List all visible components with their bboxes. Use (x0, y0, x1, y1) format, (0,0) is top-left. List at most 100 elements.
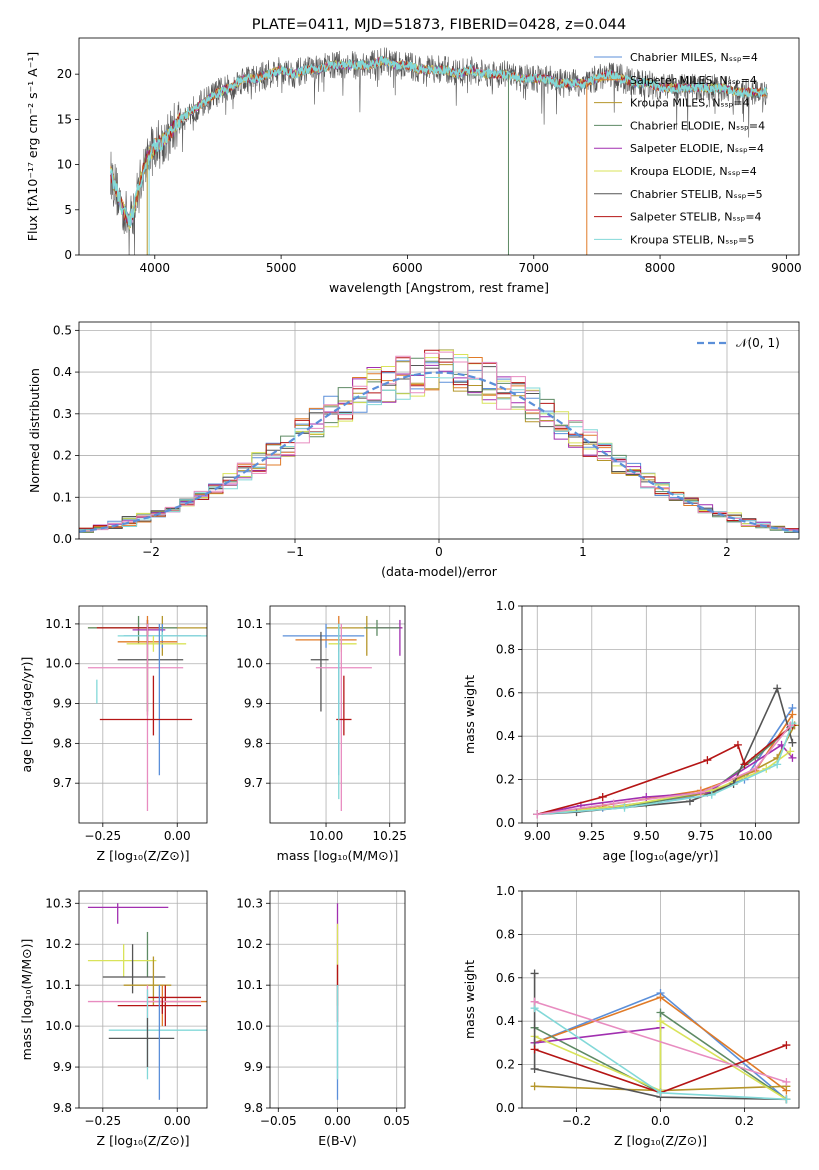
x-tick-label: 0.05 (383, 1114, 410, 1128)
spectrum-series-line (110, 47, 768, 255)
plus-marker (786, 747, 795, 756)
y-tick-label: 10.1 (236, 978, 263, 992)
y-tick-label: 0.2 (496, 1058, 515, 1072)
plus-marker (530, 1064, 539, 1073)
x-tick-label: 0.0 (651, 1114, 670, 1128)
plus-marker (751, 764, 760, 773)
y-tick-label: 10.0 (45, 1019, 72, 1033)
y-tick-label: 0.4 (53, 365, 72, 379)
plus-marker (782, 1077, 791, 1086)
x-tick-label: 0 (435, 545, 443, 559)
error-bar-point (315, 623, 372, 812)
y-tick-label: 0.5 (53, 323, 72, 337)
plus-marker (656, 1008, 665, 1017)
z-mass-plot-area (87, 903, 207, 1100)
plus-marker (656, 1088, 665, 1097)
x-tick-label: 10.00 (309, 829, 343, 843)
x-tick-label: −0.2 (562, 1114, 591, 1128)
x-axis-label: wavelength [Angstrom, rest frame] (329, 280, 549, 295)
y-tick-label: 9.8 (244, 1101, 263, 1115)
plus-marker (656, 1017, 665, 1026)
plus-marker (733, 740, 742, 749)
y-tick-label: 1.0 (496, 599, 515, 613)
x-tick-label: −0.05 (260, 1114, 297, 1128)
plus-marker (609, 799, 618, 808)
y-tick-label: 10.3 (45, 896, 72, 910)
ebv-mass-chart: −0.05 0.00 0.05 9.8 9.9 10.0 10.1 10.2 10.3 E(B-V… (236, 890, 410, 1148)
x-tick-label: 0.2 (735, 1114, 754, 1128)
mass-weight-series (534, 1019, 787, 1100)
y-tick-label: 0.0 (496, 816, 515, 830)
y-tick-label: 0.4 (496, 1014, 515, 1028)
y-tick-label: 10.1 (45, 978, 72, 992)
plus-marker (773, 760, 782, 769)
x-tick-label: 0.00 (164, 829, 191, 843)
y-tick-label: 9.8 (53, 736, 72, 750)
y-tick-label: 10.0 (236, 1019, 263, 1033)
legend-label: Chabrier ELODIE, Nₛₛₚ=4 (630, 119, 765, 132)
x-axis-label: Z [log₁₀(Z/Z⊙)] (97, 848, 190, 863)
x-tick-label: −1 (286, 545, 304, 559)
x-tick-label: 9.75 (687, 829, 714, 843)
x-axis-label: (data-model)/error (381, 564, 498, 579)
y-tick-label: 10.1 (45, 617, 72, 631)
x-axis-label: Z [log₁₀(Z/Z⊙)] (614, 1133, 707, 1148)
z-weight-chart: −0.2 0.0 0.2 0.0 0.2 0.4 0.6 0.8 1.0 Z [log₁₀(Z/Z… (462, 884, 800, 1148)
x-tick-label: 10.25 (373, 829, 407, 843)
x-tick-label: 8000 (645, 261, 676, 275)
y-tick-label: 9.7 (53, 776, 72, 790)
x-tick-label: 0.00 (164, 1114, 191, 1128)
y-tick-label: 10.3 (236, 896, 263, 910)
spectrum-chart: 4000 5000 6000 7000 8000 9000 0 5 10 15 20 waveleng… (25, 17, 802, 295)
error-bar-point (102, 944, 166, 994)
y-axis-label: Normed distribution (27, 368, 42, 493)
y-tick-label: 10.0 (236, 657, 263, 671)
error-bar-point (108, 1017, 175, 1068)
error-bar-point (282, 623, 365, 648)
legend-label: Kroupa STELIB, Nₛₛₚ=5 (630, 233, 754, 246)
y-tick-label: 9.8 (53, 1101, 72, 1115)
y-axis-label: mass weight (462, 675, 477, 754)
residual-histogram (79, 351, 799, 539)
z-age-chart: −0.25 0.00 9.7 9.8 9.9 10.0 10.1 Z [log₁₀(Z/Z⊙)… (19, 605, 208, 863)
plus-marker (533, 810, 542, 819)
error-bar-point (87, 903, 169, 924)
error-bar-point (310, 631, 329, 712)
legend-label: Chabrier MILES, Nₛₛₚ=4 (630, 51, 758, 64)
legend-label: Chabrier STELIB, Nₛₛₚ=5 (630, 188, 763, 201)
error-bar-point (96, 619, 160, 636)
legend-label: Salpeter MILES, Nₛₛₚ=4 (630, 74, 757, 87)
plus-marker (598, 792, 607, 801)
legend-label: Kroupa ELODIE, Nₛₛₚ=4 (630, 165, 757, 178)
plus-marker (530, 1045, 539, 1054)
axes-frame (269, 890, 406, 1109)
y-tick-label: 10.1 (236, 617, 263, 631)
plus-marker (703, 756, 712, 765)
y-tick-label: 10.2 (45, 937, 72, 951)
y-tick-label: 9.9 (244, 697, 263, 711)
y-tick-label: 0.8 (496, 642, 515, 656)
y-tick-label: 0.3 (53, 407, 72, 421)
y-tick-label: 9.9 (53, 697, 72, 711)
mass-weight-series (534, 1000, 787, 1083)
x-tick-label: −2 (142, 545, 160, 559)
mass-weight-series (534, 1026, 661, 1044)
y-tick-label: 20 (57, 67, 72, 81)
y-axis-label: Flux [fλ10⁻¹⁷ erg cm⁻² s⁻¹ A⁻¹] (25, 52, 40, 241)
axes-frame (78, 890, 208, 1109)
x-tick-label: 4000 (140, 261, 171, 275)
spectrum-plot-area (109, 47, 768, 255)
normal-curve (79, 371, 799, 533)
y-tick-label: 1.0 (496, 884, 515, 898)
y-axis-label: age [log₁₀(age/yr)] (19, 657, 34, 773)
error-bar-point (117, 631, 207, 640)
y-tick-label: 5 (64, 203, 72, 217)
y-tick-label: 9.9 (244, 1060, 263, 1074)
x-tick-label: 9.50 (633, 829, 660, 843)
mass-weight-series (533, 973, 787, 1101)
y-tick-label: 9.9 (53, 1060, 72, 1074)
y-tick-label: 10.2 (236, 937, 263, 951)
y-tick-label: 0.6 (496, 686, 515, 700)
z-weight-plot-area (530, 969, 791, 1104)
